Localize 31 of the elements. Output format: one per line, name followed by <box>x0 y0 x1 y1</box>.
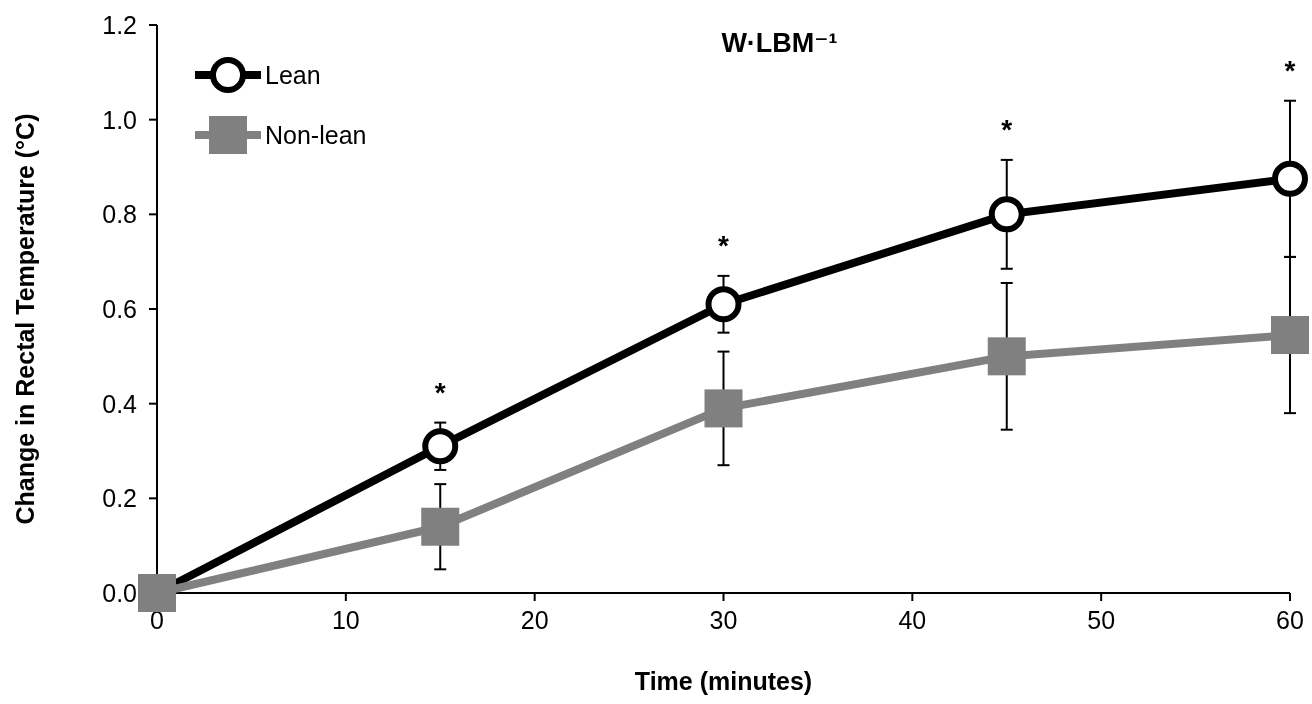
legend-label: Non-lean <box>265 121 367 149</box>
point <box>421 507 460 546</box>
point <box>1271 316 1309 355</box>
annotation: * <box>1001 113 1013 145</box>
annotation: * <box>1284 54 1296 86</box>
point <box>1272 160 1308 197</box>
annotation: * <box>434 376 446 408</box>
y-axis-title: Change in Rectal Temperature (°C) <box>11 113 39 525</box>
point <box>987 337 1026 376</box>
annotation: * <box>718 229 730 261</box>
y-tick-label: 1.0 <box>102 105 137 134</box>
x-tick-label: 40 <box>898 606 927 634</box>
x-tick-label: 60 <box>1276 606 1304 634</box>
y-tick-label: 1.2 <box>102 11 137 39</box>
x-tick-label: 50 <box>1087 606 1116 634</box>
x-tick-label: 0 <box>150 606 164 634</box>
y-tick-label: 0.4 <box>102 389 138 418</box>
chart-title: W·LBM⁻¹ <box>721 28 838 58</box>
point <box>705 286 742 323</box>
point <box>704 389 743 428</box>
y-tick-label: 0.0 <box>102 579 137 607</box>
point <box>988 196 1025 233</box>
x-tick-label: 20 <box>520 606 549 634</box>
y-tick-label: 0.2 <box>102 484 137 513</box>
legend-label: Lean <box>265 61 321 89</box>
y-tick-label: 0.6 <box>102 295 137 323</box>
x-tick-label: 10 <box>331 606 360 634</box>
x-tick-label: 30 <box>709 606 738 634</box>
x-axis-title: Time (minutes) <box>634 667 813 695</box>
y-tick-label: 0.8 <box>102 200 137 229</box>
point <box>422 428 459 465</box>
